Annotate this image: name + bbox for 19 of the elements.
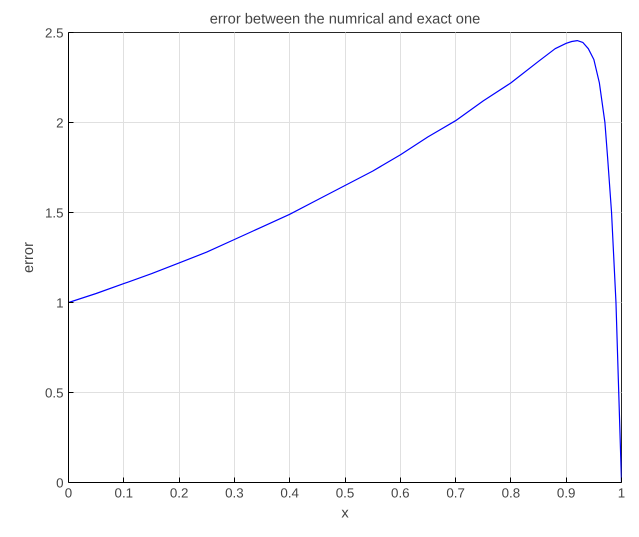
chart-title: error between the numrical and exact one bbox=[210, 12, 480, 28]
y-tick-label: 0.5 bbox=[44, 386, 64, 400]
y-tick-label: 2.5 bbox=[44, 26, 64, 40]
x-tick-label: 0.6 bbox=[391, 486, 410, 500]
x-axis-title: x bbox=[341, 506, 350, 522]
x-tick-label: 0.5 bbox=[336, 486, 354, 500]
y-tick-label: 1 bbox=[56, 296, 64, 310]
y-tick-label: 2 bbox=[56, 116, 64, 130]
y-tick-label: 1.5 bbox=[44, 206, 64, 220]
x-tick-label: 0.9 bbox=[556, 486, 576, 500]
x-tick-label: 0.2 bbox=[170, 486, 188, 500]
x-tick-label: 0.4 bbox=[280, 486, 300, 500]
x-tick-label: 0.1 bbox=[114, 486, 134, 500]
y-tick-label: 0 bbox=[56, 476, 64, 490]
x-tick-label: 1 bbox=[618, 486, 626, 500]
x-tick-label: 0.8 bbox=[502, 486, 520, 500]
y-axis-title: error bbox=[20, 242, 37, 273]
x-tick-label: 0.7 bbox=[446, 486, 465, 500]
x-tick-label: 0.3 bbox=[225, 486, 244, 500]
